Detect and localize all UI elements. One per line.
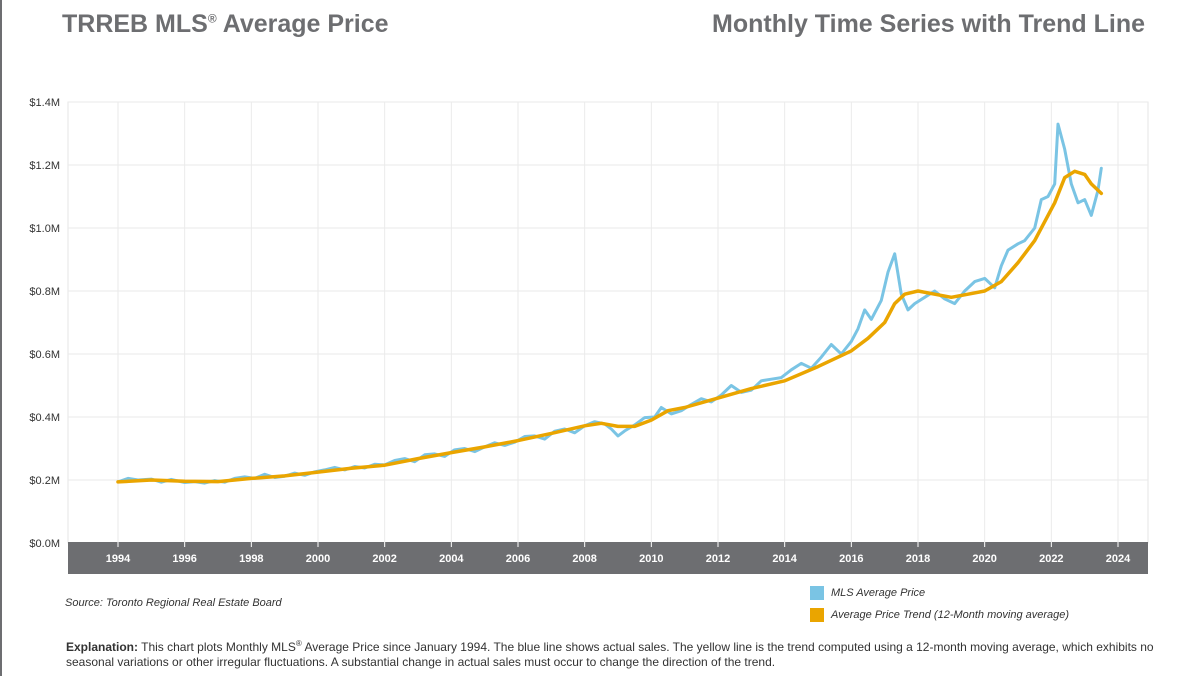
series-line-trend: [116, 169, 1104, 484]
legend-item-trend: Average Price Trend (12-Month moving ave…: [810, 606, 1069, 624]
legend-swatch-trend: [810, 608, 824, 622]
x-tick-label: 2004: [439, 553, 464, 565]
x-tick-label: 2014: [772, 553, 797, 565]
legend-label-trend: Average Price Trend (12-Month moving ave…: [831, 609, 1070, 621]
x-tick-label: 2010: [639, 553, 663, 565]
x-tick-label: 2012: [706, 553, 730, 565]
x-tick-label: 1998: [239, 553, 263, 565]
y-tick-label: $1.2M: [29, 160, 60, 172]
chart-subtitle: Monthly Time Series with Trend Line: [712, 10, 1145, 38]
y-tick-label: $0.8M: [29, 286, 60, 298]
legend: MLS Average Price Average Price Trend (1…: [810, 584, 1069, 628]
explanation-part-a: This chart plots Monthly MLS: [138, 640, 296, 654]
y-tick-label: $1.4M: [29, 97, 60, 109]
x-tick-label: 1994: [106, 553, 131, 565]
legend-item-mls: MLS Average Price: [810, 584, 1069, 602]
x-tick-label: 2018: [906, 553, 930, 565]
explanation-reg-mark: ®: [295, 639, 302, 648]
y-tick-label: $0.6M: [29, 349, 60, 361]
x-tick-label: 2002: [372, 553, 396, 565]
y-tick-label: $0.0M: [29, 538, 60, 550]
x-axis-band: [68, 542, 1148, 574]
x-tick-label: 2020: [972, 553, 996, 565]
line-chart: $0.0M $0.2M $0.4M $0.6M $0.8M $1.0M $1.2M $1.4M…: [29, 97, 1149, 574]
chart-title: TRREB MLS® Average Price: [62, 10, 389, 39]
x-tick-label: 2016: [839, 553, 863, 565]
x-tick-label: 1996: [172, 553, 196, 565]
explanation-part-b: Average Price since January 1994. The bl…: [66, 640, 1154, 669]
x-tick-label: 2022: [1039, 553, 1063, 565]
x-tick-label: 2008: [572, 553, 596, 565]
x-tick-label: 2006: [506, 553, 530, 565]
source-note: Source: Toronto Regional Real Estate Boa…: [65, 597, 282, 609]
y-tick-label: $0.2M: [29, 475, 60, 487]
plot-area: [67, 101, 1149, 544]
title-text: TRREB MLS: [62, 10, 208, 38]
x-tick-label: 2000: [306, 553, 330, 565]
y-tick-label: $1.0M: [29, 223, 60, 235]
registered-mark: ®: [207, 11, 217, 26]
y-tick-label: $0.4M: [29, 412, 60, 424]
left-border: [0, 0, 2, 676]
explanation-text: Explanation: This chart plots Monthly ML…: [66, 636, 1156, 670]
x-tick-label: 2024: [1106, 553, 1131, 565]
explanation-label: Explanation:: [66, 640, 139, 654]
title-suffix: Average Price: [216, 10, 389, 38]
legend-label-mls: MLS Average Price: [831, 587, 926, 599]
legend-swatch-mls: [810, 586, 824, 600]
